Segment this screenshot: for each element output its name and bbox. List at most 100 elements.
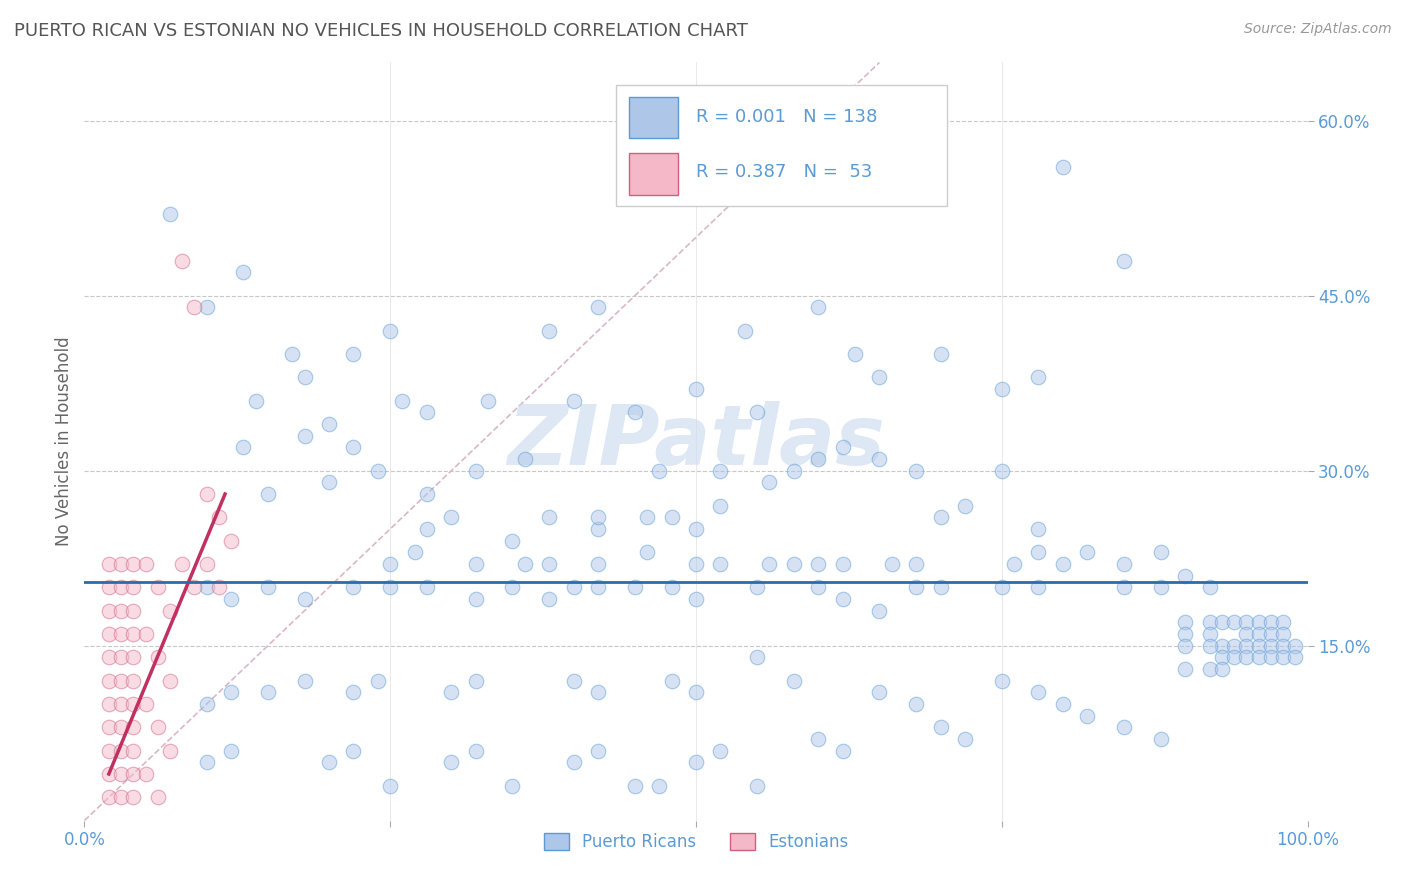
Point bbox=[416, 580, 439, 594]
Point bbox=[586, 557, 609, 571]
Point bbox=[464, 592, 486, 607]
Point bbox=[195, 301, 218, 315]
Point bbox=[294, 673, 316, 688]
Point bbox=[1174, 615, 1197, 630]
Point bbox=[257, 580, 280, 594]
Point bbox=[905, 697, 928, 711]
Point bbox=[1198, 627, 1220, 641]
Point bbox=[1028, 370, 1050, 384]
Point bbox=[172, 253, 194, 268]
Point bbox=[232, 441, 254, 455]
Point bbox=[146, 650, 169, 665]
Point bbox=[636, 545, 658, 559]
Point bbox=[97, 673, 120, 688]
Point bbox=[122, 720, 145, 734]
Point bbox=[758, 557, 780, 571]
Point bbox=[1076, 545, 1098, 559]
Text: R = 0.387   N =  53: R = 0.387 N = 53 bbox=[696, 163, 872, 181]
Point bbox=[219, 592, 242, 607]
Point bbox=[122, 744, 145, 758]
Point bbox=[1284, 650, 1306, 665]
Point bbox=[513, 557, 536, 571]
Point bbox=[502, 580, 524, 594]
Point bbox=[538, 557, 561, 571]
Point bbox=[183, 301, 205, 315]
Point bbox=[880, 557, 903, 571]
Point bbox=[905, 580, 928, 594]
Point bbox=[97, 767, 120, 781]
Point bbox=[783, 557, 806, 571]
Point bbox=[97, 557, 120, 571]
Point bbox=[869, 370, 891, 384]
Point bbox=[219, 533, 242, 548]
Point bbox=[391, 393, 413, 408]
Point bbox=[991, 580, 1014, 594]
Point bbox=[1211, 662, 1233, 676]
Point bbox=[1211, 615, 1233, 630]
Point bbox=[380, 324, 402, 338]
Point bbox=[747, 405, 769, 419]
Point bbox=[146, 720, 169, 734]
Point bbox=[219, 744, 242, 758]
Point bbox=[122, 790, 145, 805]
Point bbox=[1150, 580, 1173, 594]
Point bbox=[562, 673, 585, 688]
Point bbox=[991, 464, 1014, 478]
Point bbox=[110, 790, 132, 805]
Point bbox=[1260, 615, 1282, 630]
Point bbox=[219, 685, 242, 699]
Point bbox=[586, 580, 609, 594]
Point bbox=[661, 673, 683, 688]
Point bbox=[1028, 685, 1050, 699]
Point bbox=[807, 452, 830, 467]
Point bbox=[122, 650, 145, 665]
Point bbox=[416, 487, 439, 501]
Point bbox=[1223, 650, 1246, 665]
Point bbox=[440, 685, 463, 699]
Point bbox=[110, 580, 132, 594]
Point bbox=[953, 499, 976, 513]
Point bbox=[416, 405, 439, 419]
Point bbox=[1272, 627, 1295, 641]
Point bbox=[991, 382, 1014, 396]
Point bbox=[440, 756, 463, 770]
Point bbox=[294, 428, 316, 442]
Point bbox=[135, 767, 157, 781]
Point bbox=[281, 347, 304, 361]
Point bbox=[367, 464, 389, 478]
Point bbox=[1198, 662, 1220, 676]
Point bbox=[1174, 568, 1197, 582]
Point bbox=[1236, 627, 1258, 641]
Point bbox=[1260, 639, 1282, 653]
Point bbox=[1236, 639, 1258, 653]
Point bbox=[110, 720, 132, 734]
Point bbox=[831, 592, 853, 607]
Point bbox=[929, 510, 952, 524]
Point bbox=[159, 673, 181, 688]
Point bbox=[464, 744, 486, 758]
Point bbox=[464, 464, 486, 478]
Point bbox=[342, 580, 364, 594]
Point bbox=[208, 580, 231, 594]
Point bbox=[562, 756, 585, 770]
Point bbox=[159, 604, 181, 618]
Point bbox=[869, 452, 891, 467]
Point bbox=[342, 685, 364, 699]
Point bbox=[648, 464, 671, 478]
Point bbox=[342, 441, 364, 455]
Point bbox=[905, 464, 928, 478]
Point bbox=[869, 685, 891, 699]
Point bbox=[562, 580, 585, 594]
Point bbox=[953, 731, 976, 746]
Point bbox=[122, 627, 145, 641]
Point bbox=[661, 510, 683, 524]
Point bbox=[172, 557, 194, 571]
Point bbox=[97, 627, 120, 641]
Point bbox=[477, 393, 499, 408]
Point bbox=[195, 580, 218, 594]
Point bbox=[586, 522, 609, 536]
Point bbox=[257, 685, 280, 699]
Point bbox=[624, 580, 647, 594]
Point bbox=[294, 592, 316, 607]
Text: ZIPatlas: ZIPatlas bbox=[508, 401, 884, 482]
